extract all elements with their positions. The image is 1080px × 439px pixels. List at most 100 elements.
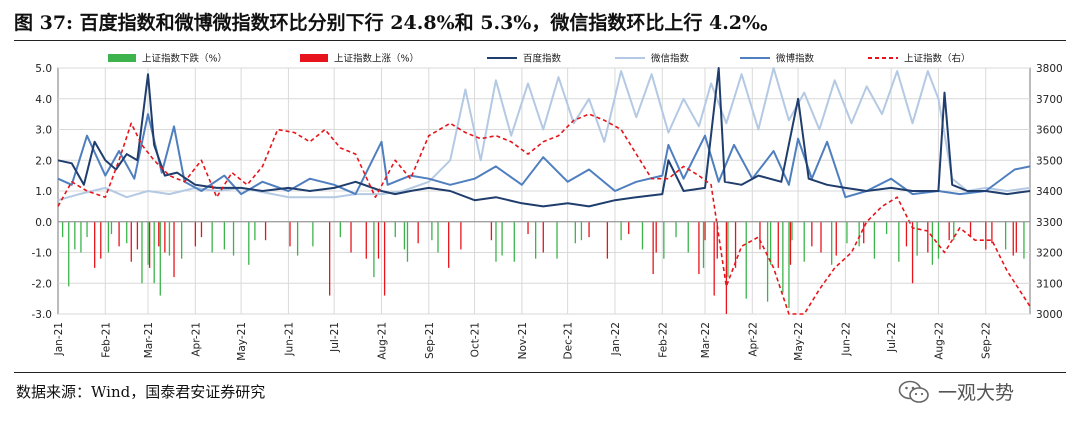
bar bbox=[542, 221, 544, 253]
bar bbox=[885, 221, 888, 235]
bar bbox=[789, 221, 792, 265]
bar bbox=[873, 221, 876, 259]
x-tick-label: Jun-21 bbox=[283, 322, 295, 357]
bar bbox=[173, 221, 175, 278]
bar bbox=[80, 221, 82, 253]
bar bbox=[200, 221, 203, 238]
bar bbox=[937, 221, 940, 259]
bar bbox=[130, 221, 132, 262]
bar bbox=[513, 221, 515, 262]
x-tick-label: Dec-21 bbox=[563, 322, 575, 359]
bar bbox=[1012, 221, 1014, 256]
bar bbox=[110, 221, 113, 235]
y-left-tick-label: 3.0 bbox=[35, 125, 52, 137]
bar bbox=[417, 221, 419, 244]
bar bbox=[180, 221, 183, 259]
legend-label-weixin: 微信指数 bbox=[651, 53, 690, 65]
title-rule bbox=[14, 40, 1066, 41]
x-tick-label: Jan-22 bbox=[610, 322, 622, 356]
x-tick-label: Feb-22 bbox=[657, 322, 669, 358]
bar bbox=[329, 221, 331, 296]
y-right-tick-label: 3400 bbox=[1036, 186, 1063, 198]
bar bbox=[383, 221, 386, 296]
series-line-shanghai bbox=[57, 113, 1031, 315]
bar bbox=[61, 221, 64, 238]
y-right-tick-label: 3600 bbox=[1036, 125, 1063, 137]
bar bbox=[535, 221, 537, 259]
footer-rule bbox=[14, 372, 1066, 373]
bar bbox=[377, 221, 380, 259]
bar bbox=[373, 221, 375, 278]
bar bbox=[969, 221, 972, 238]
x-tick-label: Jan-21 bbox=[53, 322, 65, 356]
bar bbox=[339, 221, 341, 238]
bar bbox=[734, 221, 737, 268]
y-left-tick-label: -3.0 bbox=[32, 309, 53, 321]
bar bbox=[74, 221, 76, 250]
bar bbox=[905, 221, 908, 247]
y-left-tick-label: 4.0 bbox=[35, 94, 52, 106]
x-tick-label: Aug-22 bbox=[933, 322, 945, 360]
bar bbox=[652, 221, 654, 275]
x-tick-label: Jun-22 bbox=[840, 322, 852, 357]
bar bbox=[94, 221, 96, 268]
bar bbox=[702, 221, 705, 268]
y-left-tick-label: -1.0 bbox=[32, 248, 53, 260]
bar bbox=[991, 221, 993, 244]
y-right-tick-label: 3800 bbox=[1036, 63, 1063, 75]
x-tick-label: Jul-21 bbox=[329, 322, 341, 353]
bar bbox=[1023, 221, 1025, 259]
bar bbox=[641, 221, 644, 250]
series-line-weibo bbox=[57, 113, 1031, 199]
bar bbox=[296, 221, 299, 256]
bar bbox=[835, 221, 837, 256]
bar bbox=[745, 221, 747, 299]
wechat-icon bbox=[898, 380, 929, 403]
y-left-tick-label: 5.0 bbox=[35, 63, 52, 75]
legend-swatch-up_bar bbox=[300, 54, 328, 62]
bar bbox=[118, 221, 120, 247]
bar bbox=[136, 221, 139, 250]
x-tick-label: Mar-22 bbox=[700, 322, 712, 358]
bar bbox=[168, 221, 171, 256]
bar bbox=[153, 221, 155, 284]
bar bbox=[588, 221, 590, 238]
bar bbox=[725, 221, 728, 314]
bar bbox=[698, 221, 700, 275]
bar bbox=[100, 221, 102, 259]
bar bbox=[953, 221, 955, 241]
y-right-tick-label: 3300 bbox=[1036, 217, 1063, 229]
bar bbox=[86, 221, 88, 238]
bar bbox=[580, 221, 583, 241]
bar bbox=[68, 221, 70, 287]
bar bbox=[663, 221, 665, 259]
bar bbox=[985, 221, 987, 250]
legend-label-up_bar: 上证指数上涨（%） bbox=[334, 53, 419, 65]
bar bbox=[1004, 221, 1007, 250]
bar bbox=[820, 221, 822, 253]
bar bbox=[460, 221, 462, 250]
x-tick-label: May-22 bbox=[793, 322, 805, 361]
watermark: 一观大势 bbox=[898, 378, 1014, 405]
legend-label-baidu: 百度指数 bbox=[523, 53, 562, 65]
bar bbox=[437, 221, 439, 253]
source-note: 数据来源：Wind，国泰君安证券研究 bbox=[16, 383, 266, 401]
bar bbox=[365, 221, 367, 259]
legend-label-down_bar: 上证指数下跌（%） bbox=[142, 53, 227, 65]
y-left-tick-label: 0.0 bbox=[35, 217, 52, 229]
bar bbox=[448, 221, 450, 268]
bar bbox=[791, 221, 793, 241]
y-left-tick-label: 1.0 bbox=[35, 186, 52, 198]
bar bbox=[606, 221, 609, 259]
y-left-tick-label: 2.0 bbox=[35, 155, 52, 167]
bar bbox=[846, 221, 848, 244]
bar bbox=[948, 221, 950, 241]
bar bbox=[927, 221, 929, 253]
legend-label-weibo: 微博指数 bbox=[776, 53, 815, 65]
x-tick-label: Jul-22 bbox=[886, 322, 898, 353]
bar bbox=[194, 221, 197, 247]
x-tick-label: Nov-21 bbox=[517, 322, 529, 359]
bar bbox=[574, 221, 576, 244]
bar bbox=[713, 221, 715, 296]
bar bbox=[289, 221, 291, 247]
